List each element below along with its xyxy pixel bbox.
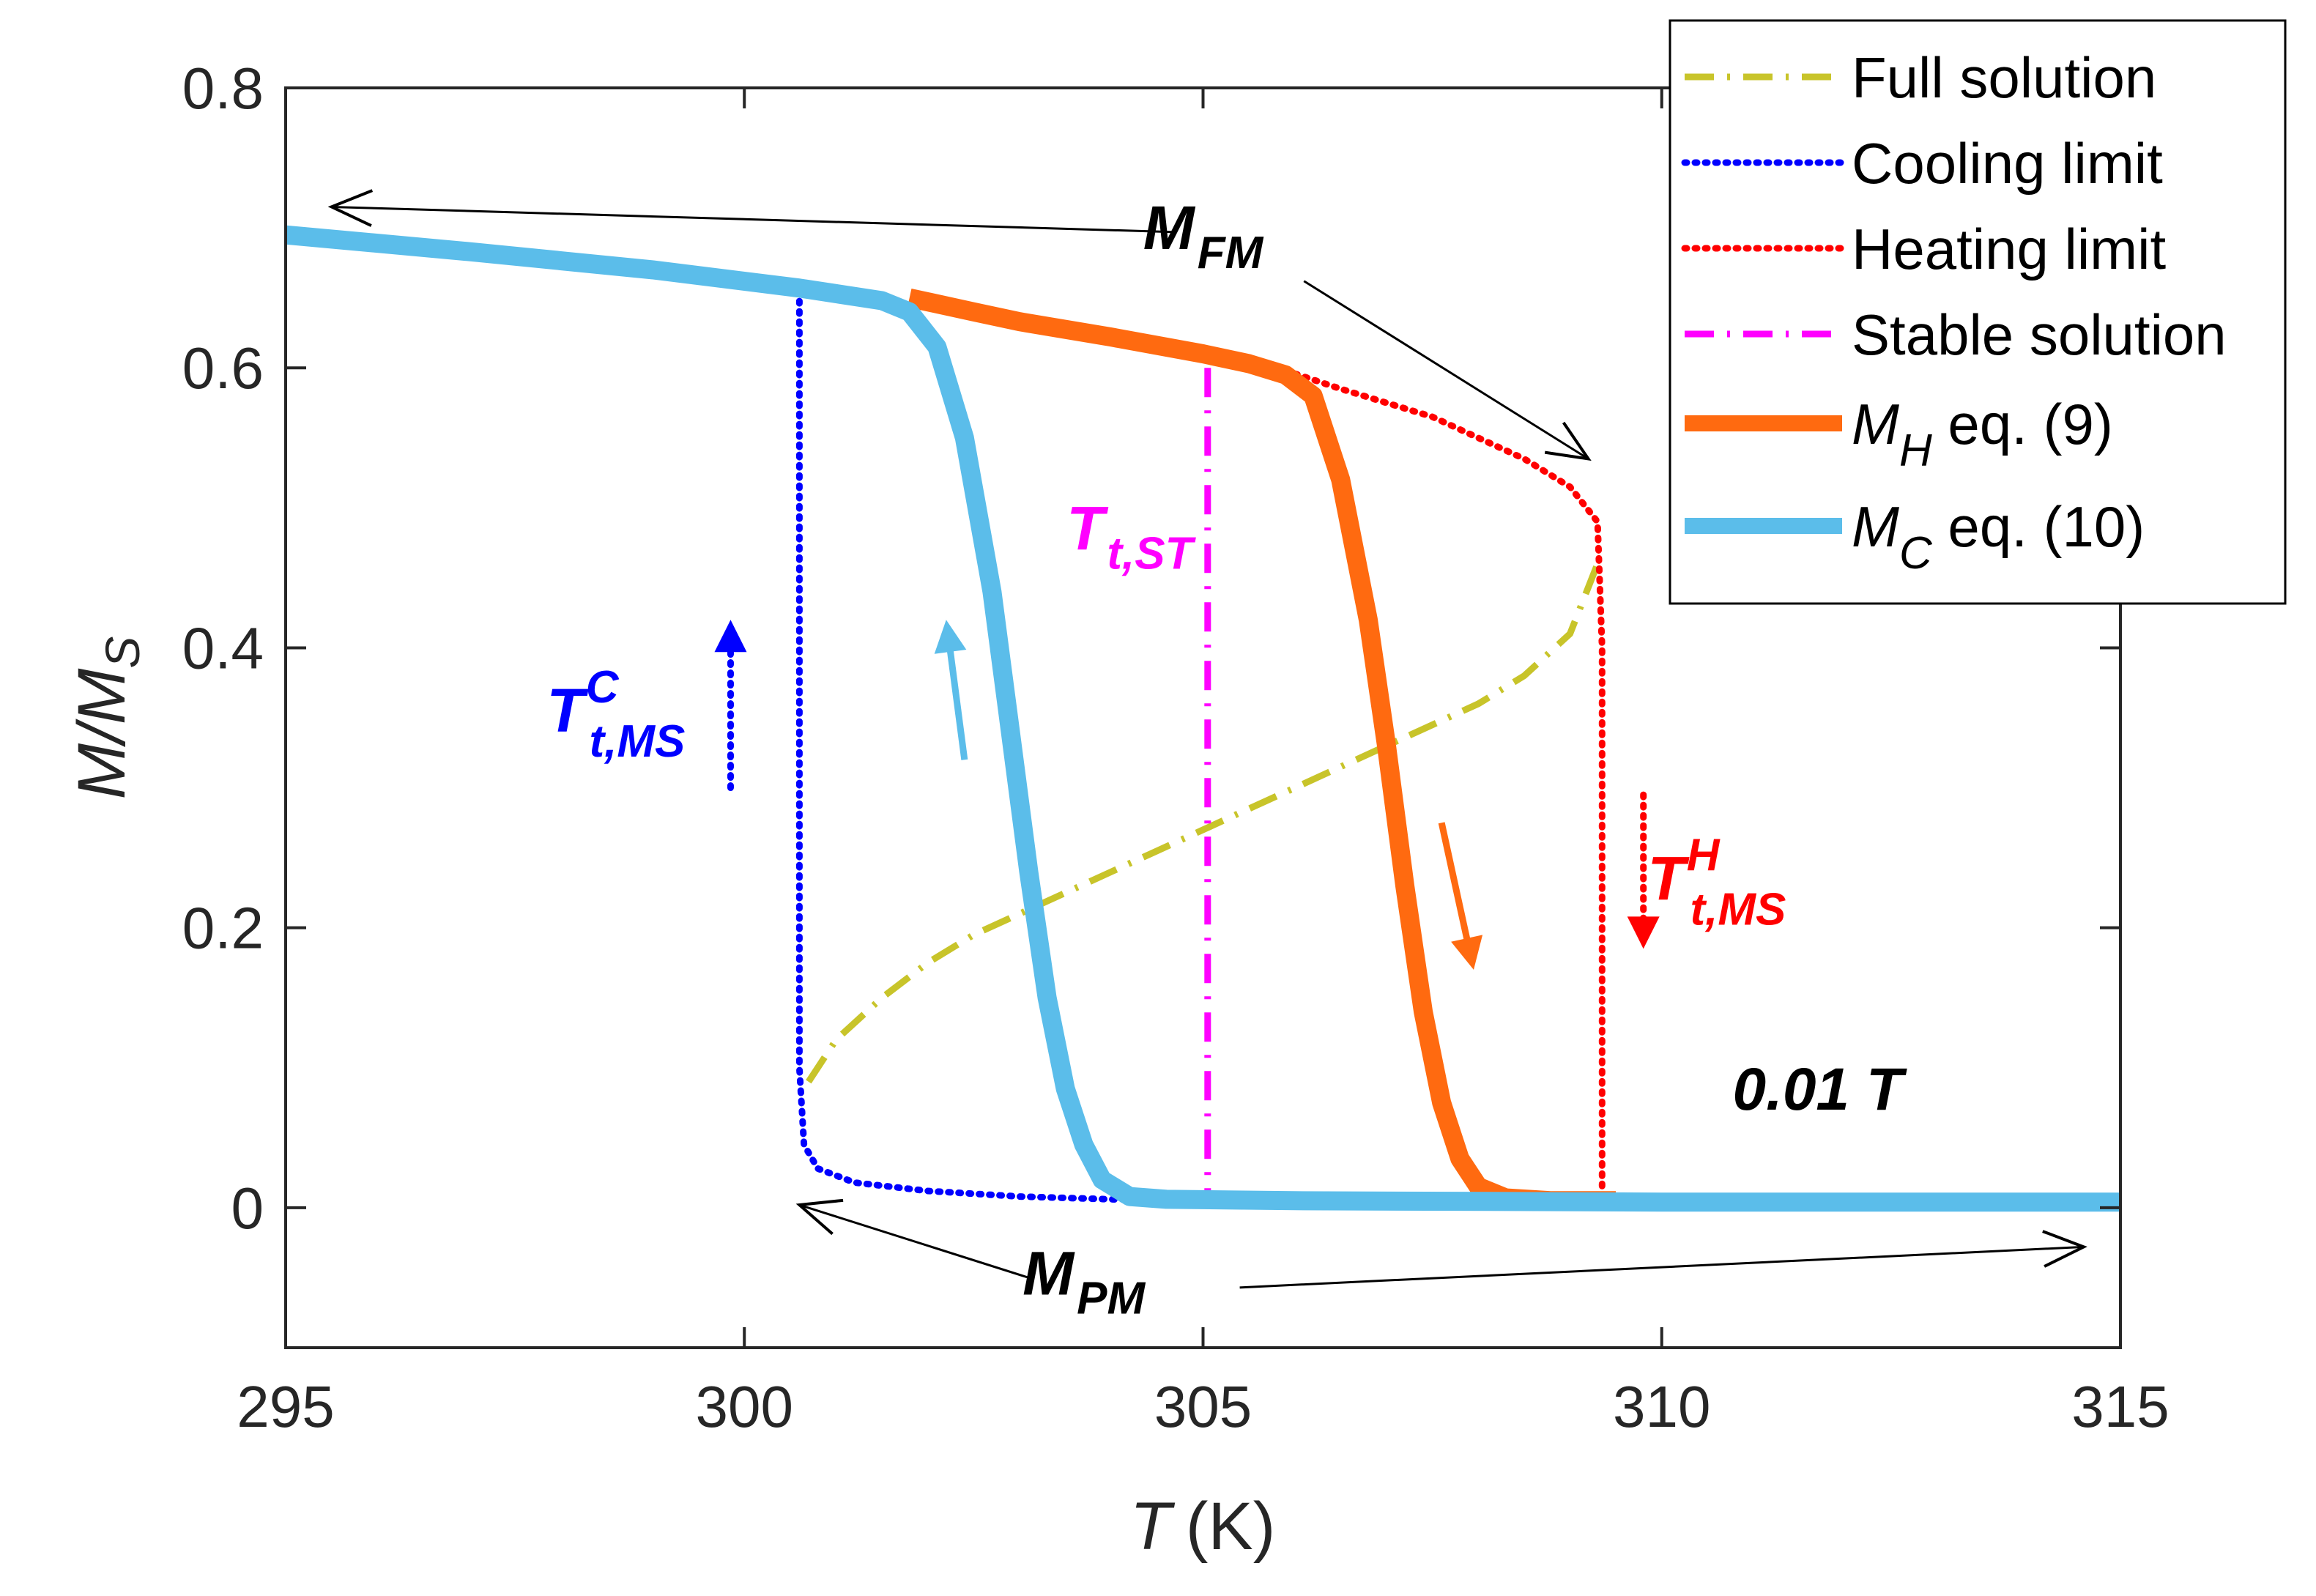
t-st-label: Tt,ST bbox=[1066, 494, 1197, 579]
y-tick-label: 0.2 bbox=[182, 896, 264, 961]
legend-label: Full solution bbox=[1852, 45, 2156, 110]
mfm-label-sub: FM bbox=[1198, 228, 1264, 278]
t-st-label-sub: t,ST bbox=[1107, 529, 1196, 579]
field-label: 0.01 T bbox=[1732, 1056, 1907, 1123]
arrow-head bbox=[1451, 935, 1483, 970]
y-tick-label: 0.6 bbox=[182, 335, 264, 401]
y-axis-label-sub: S bbox=[95, 636, 149, 669]
arrow-head bbox=[934, 620, 967, 654]
y-axis-label: M/MS bbox=[64, 636, 149, 800]
y-tick-label: 0 bbox=[231, 1176, 264, 1241]
t-c-label: TC t,MS bbox=[546, 662, 685, 767]
t-c-label-sub: t,MS bbox=[590, 716, 686, 767]
arrow-shaft bbox=[798, 1203, 1029, 1279]
x-axis-label: T (K) bbox=[1130, 1489, 1276, 1564]
legend-label: Cooling limit bbox=[1852, 131, 2163, 196]
t-c-label-sup: C bbox=[586, 662, 620, 713]
series-line-m-c-eq-10 bbox=[284, 225, 2120, 1212]
t-c-label-main: T bbox=[546, 676, 589, 745]
arrow-cooling-up bbox=[714, 620, 747, 792]
arrows-layer bbox=[327, 189, 2087, 1289]
legend: Full solution Cooling limit Heating limit S… bbox=[1669, 19, 2287, 605]
y-tick-label: 0.8 bbox=[182, 56, 264, 121]
arrow-shaft bbox=[1239, 1245, 2084, 1289]
mpm-label-main: M bbox=[1022, 1239, 1075, 1307]
legend-label-sub: C bbox=[1899, 528, 1933, 579]
arrow-shaft bbox=[945, 638, 968, 760]
t-st-label-main: T bbox=[1066, 494, 1109, 563]
legend-box bbox=[1669, 19, 2287, 605]
arrow-shaft bbox=[331, 205, 1176, 234]
ticks-layer: 295 300 305 310 315 0 0.2 0.4 0.6 0.8 bbox=[182, 56, 2170, 1439]
legend-label-rest: eq. (9) bbox=[1932, 392, 2113, 456]
arrow-head bbox=[714, 620, 747, 653]
legend-label-main: M bbox=[1852, 392, 1899, 456]
arrow-heating-down bbox=[1627, 791, 1660, 949]
legend-label-rest: eq. (10) bbox=[1932, 494, 2145, 559]
y-tick-label: 0.4 bbox=[182, 615, 264, 680]
series-line-full-solution bbox=[806, 563, 1601, 1084]
t-h-label-main: T bbox=[1647, 844, 1690, 913]
mfm-label-main: M bbox=[1143, 193, 1196, 262]
arrow-mfm-left bbox=[327, 189, 1176, 234]
field-label-main: 0.01 T bbox=[1732, 1056, 1907, 1123]
legend-label: MC eq. (10) bbox=[1852, 494, 2145, 579]
arrow-mpm-left bbox=[795, 1198, 1029, 1279]
x-tick-label: 295 bbox=[237, 1374, 334, 1439]
legend-item-m-c-eq-10: MC eq. (10) bbox=[1685, 494, 2145, 579]
legend-item-cooling-limit: Cooling limit bbox=[1681, 131, 2163, 196]
t-h-label-sub: t,MS bbox=[1690, 884, 1786, 935]
legend-items: Full solution Cooling limit Heating limit S… bbox=[1681, 45, 2227, 579]
arrow-head bbox=[795, 1198, 844, 1236]
mfm-label: MFM bbox=[1143, 193, 1264, 278]
t-h-label: TH t,MS bbox=[1647, 830, 1786, 935]
mpm-label-sub: PM bbox=[1077, 1273, 1146, 1324]
x-tick-label: 305 bbox=[1154, 1374, 1252, 1439]
x-tick-label: 310 bbox=[1613, 1374, 1710, 1439]
arrow-shaft bbox=[1303, 280, 1589, 460]
legend-label: Heating limit bbox=[1852, 217, 2166, 281]
x-axis-label-unit: (K) bbox=[1186, 1489, 1276, 1564]
series-line-cooling-limit bbox=[795, 287, 1206, 1204]
legend-label: MH eq. (9) bbox=[1852, 392, 2113, 476]
arrow-head bbox=[327, 189, 374, 227]
legend-item-m-h-eq-9: MH eq. (9) bbox=[1685, 392, 2113, 476]
legend-label-main: M bbox=[1852, 494, 1899, 559]
arrow-mc-up bbox=[934, 620, 968, 760]
mpm-label: MPM bbox=[1022, 1239, 1146, 1324]
legend-item-full-solution: Full solution bbox=[1685, 45, 2156, 110]
arrow-shaft bbox=[1438, 822, 1473, 952]
arrow-mh-down bbox=[1438, 822, 1483, 970]
arrow-mfm-right bbox=[1303, 280, 1592, 461]
x-tick-label: 315 bbox=[2071, 1374, 2169, 1439]
x-axis-label-var: T bbox=[1130, 1489, 1176, 1564]
legend-item-stable-solution: Stable solution bbox=[1685, 303, 2227, 367]
x-tick-label: 300 bbox=[696, 1374, 793, 1439]
arrow-head bbox=[1544, 421, 1592, 461]
arrow-mpm-right bbox=[1239, 1230, 2087, 1289]
y-axis-label-main: M/M bbox=[64, 668, 139, 799]
series-lines-layer bbox=[284, 225, 2120, 1212]
arrow-head bbox=[1627, 916, 1660, 949]
legend-label-sub: H bbox=[1899, 426, 1932, 476]
series-line-heating-limit bbox=[1282, 367, 1606, 1198]
series-line-m-h-eq-9 bbox=[907, 288, 1617, 1211]
arrow-head bbox=[2042, 1230, 2087, 1268]
legend-label: Stable solution bbox=[1852, 303, 2227, 367]
legend-item-heating-limit: Heating limit bbox=[1681, 217, 2166, 281]
t-h-label-sup: H bbox=[1687, 830, 1721, 880]
